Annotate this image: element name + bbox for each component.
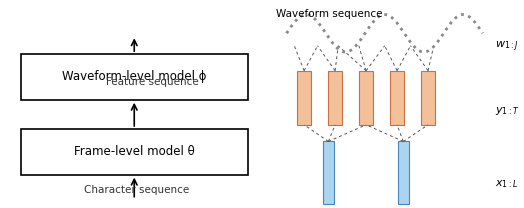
Text: Feature sequence: Feature sequence <box>106 77 199 87</box>
Text: $y_{1:T}$: $y_{1:T}$ <box>495 105 519 117</box>
Bar <box>421 71 435 125</box>
Bar <box>398 141 409 204</box>
Text: Waveform sequence: Waveform sequence <box>276 9 383 19</box>
Bar <box>359 71 373 125</box>
Bar <box>328 71 342 125</box>
FancyBboxPatch shape <box>20 54 248 100</box>
Bar <box>390 71 405 125</box>
Bar <box>297 71 311 125</box>
Bar <box>323 141 334 204</box>
Text: $x_{1:L}$: $x_{1:L}$ <box>495 178 518 190</box>
Text: $w_{1:J}$: $w_{1:J}$ <box>495 40 518 54</box>
Text: Waveform-level model ϕ: Waveform-level model ϕ <box>62 71 206 83</box>
Text: Character sequence: Character sequence <box>84 185 190 195</box>
Text: Frame-level model θ: Frame-level model θ <box>74 145 194 158</box>
FancyBboxPatch shape <box>20 129 248 175</box>
